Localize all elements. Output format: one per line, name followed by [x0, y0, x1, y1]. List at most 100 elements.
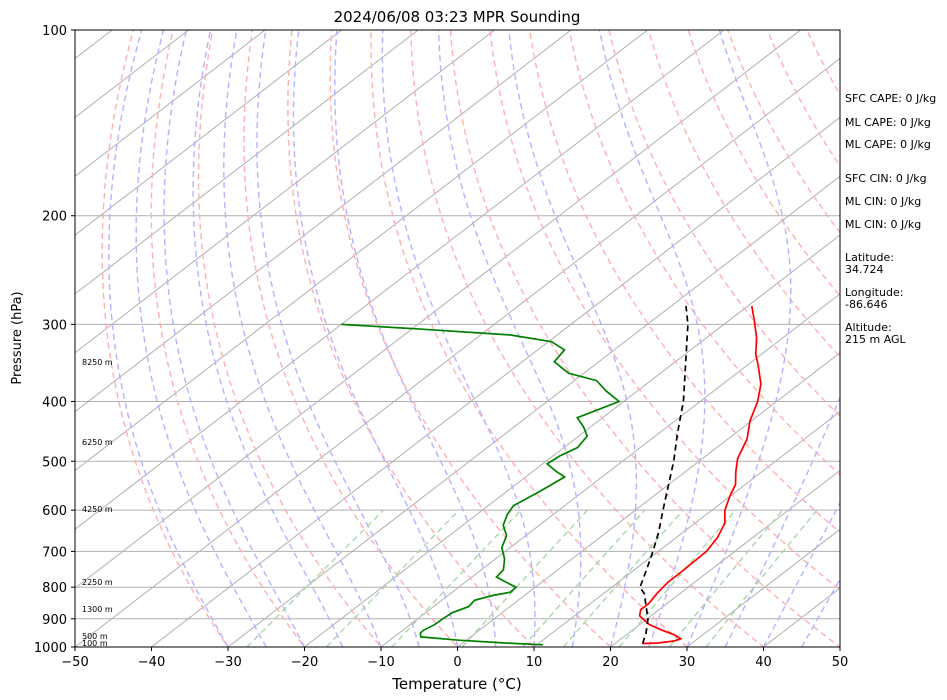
mixing-ratio-line — [522, 509, 646, 647]
height-label: 4250 m — [82, 505, 113, 514]
x-tick-label: 30 — [679, 655, 696, 670]
isotherm-line — [75, 30, 648, 472]
parcel-profile-line — [639, 305, 689, 644]
x-tick-label: 40 — [755, 655, 772, 670]
x-tick-label: −10 — [367, 655, 394, 670]
index-text: ML CAPE: 0 J/kg — [845, 116, 931, 129]
dry-adiabat-line — [150, 30, 306, 647]
dry-adiabat-line — [687, 30, 840, 297]
isotherm-line — [75, 30, 725, 530]
x-tick-label: 0 — [453, 655, 461, 670]
dry-adiabat-line — [489, 30, 840, 591]
moist-adiabat-line — [686, 30, 792, 647]
x-tick-label: 20 — [602, 655, 619, 670]
dry-adiabat-line — [608, 30, 840, 418]
index-text: 215 m AGL — [845, 333, 907, 346]
isotherm-line — [75, 30, 495, 354]
height-label: 100 m — [82, 639, 108, 648]
mixing-ratio-line — [562, 509, 684, 647]
height-label: 8250 m — [82, 358, 113, 367]
x-tick-label: −40 — [138, 655, 165, 670]
sounding-indices: SFC CAPE: 0 J/kg ML CAPE: 0 J/kg ML CAPE: … — [845, 92, 936, 346]
moist-adiabat-line — [508, 30, 638, 647]
index-text: Longitude: — [845, 286, 903, 299]
dry-adiabat-line — [568, 30, 840, 476]
axes: −50 −40 −30 −20 −10 0 10 20 30 40 50 1000 900 800 700 6… — [34, 24, 848, 670]
isotherm-line — [151, 116, 840, 647]
y-tick-label: 800 — [42, 581, 67, 596]
index-text: ML CIN: 0 J/kg — [845, 218, 921, 231]
isotherm-line — [75, 57, 840, 647]
mixing-ratio-line — [391, 509, 522, 647]
moist-adiabat-line — [192, 30, 344, 647]
moist-adiabat-line — [256, 30, 420, 647]
x-axis-label: Temperature (°C) — [391, 675, 521, 693]
moist-adiabat-line — [381, 30, 536, 647]
moist-adiabat-line — [223, 30, 382, 647]
x-tick-label: −20 — [291, 655, 318, 670]
sounding-profiles — [341, 305, 762, 646]
isotherm-line — [75, 30, 572, 413]
y-tick-label: 1000 — [34, 641, 67, 656]
isotherm-line — [686, 528, 840, 647]
moist-adiabat-line — [598, 30, 706, 647]
x-tick-label: −30 — [214, 655, 241, 670]
dry-adiabat-line — [647, 30, 840, 358]
height-label: 1300 m — [82, 605, 113, 614]
dry-adiabat-line — [529, 30, 840, 534]
chart-title: 2024/06/08 03:23 MPR Sounding — [334, 8, 581, 26]
isotherm-line — [75, 30, 801, 589]
x-tick-label: −50 — [61, 655, 88, 670]
isotherm-line — [380, 293, 840, 647]
dewpoint-profile-line — [341, 323, 621, 646]
index-text: SFC CIN: 0 J/kg — [845, 172, 927, 185]
dry-adiabat-line — [410, 30, 765, 647]
isotherm-line — [75, 30, 419, 295]
height-label: 500 m — [82, 632, 108, 641]
y-tick-label: 900 — [42, 613, 67, 628]
mixing-ratio-line — [668, 509, 784, 647]
isotherm-line — [533, 410, 840, 647]
x-tick-label: 10 — [526, 655, 543, 670]
index-text: Latitude: — [845, 251, 894, 264]
y-tick-label: 300 — [42, 318, 67, 333]
index-text: -86.646 — [845, 298, 887, 311]
isotherm-line — [304, 234, 840, 647]
dry-adiabat-line — [370, 30, 689, 647]
x-tick-label: 50 — [832, 655, 849, 670]
dry-adiabat-line — [287, 30, 535, 647]
temperature-profile-line — [638, 305, 762, 645]
index-text: ML CIN: 0 J/kg — [845, 195, 921, 208]
height-label: 6250 m — [82, 438, 113, 447]
dry-adiabat-line — [449, 30, 840, 647]
dry-adiabat-line — [197, 30, 382, 647]
y-tick-label: 200 — [42, 210, 67, 225]
y-tick-label: 600 — [42, 504, 67, 519]
y-tick-label: 400 — [42, 395, 67, 410]
isotherm-line — [610, 469, 840, 647]
mixing-ratio-line — [246, 509, 384, 647]
moist-adiabat-line — [292, 30, 459, 647]
background-lines — [75, 30, 840, 647]
isotherm-line — [457, 352, 840, 647]
dry-adiabat-line — [766, 30, 840, 168]
y-tick-label: 100 — [42, 24, 67, 39]
dry-adiabat-line — [101, 30, 229, 647]
isotherm-line — [227, 175, 840, 647]
moist-adiabat-line — [437, 30, 582, 647]
y-tick-label: 500 — [42, 455, 67, 470]
moist-adiabat-line — [108, 30, 229, 647]
dry-adiabat-line — [243, 30, 459, 647]
index-text: SFC CAPE: 0 J/kg — [845, 92, 936, 105]
moist-adiabat-line — [333, 30, 497, 647]
index-text: 34.724 — [845, 263, 884, 276]
index-text: ML CAPE: 0 J/kg — [845, 138, 931, 151]
isotherm-line — [75, 30, 342, 236]
moist-adiabat-line — [163, 30, 306, 647]
y-tick-label: 700 — [42, 545, 67, 560]
height-label: 2250 m — [82, 578, 113, 587]
isotherm-line — [75, 30, 266, 177]
mixing-ratio-line — [461, 509, 589, 647]
